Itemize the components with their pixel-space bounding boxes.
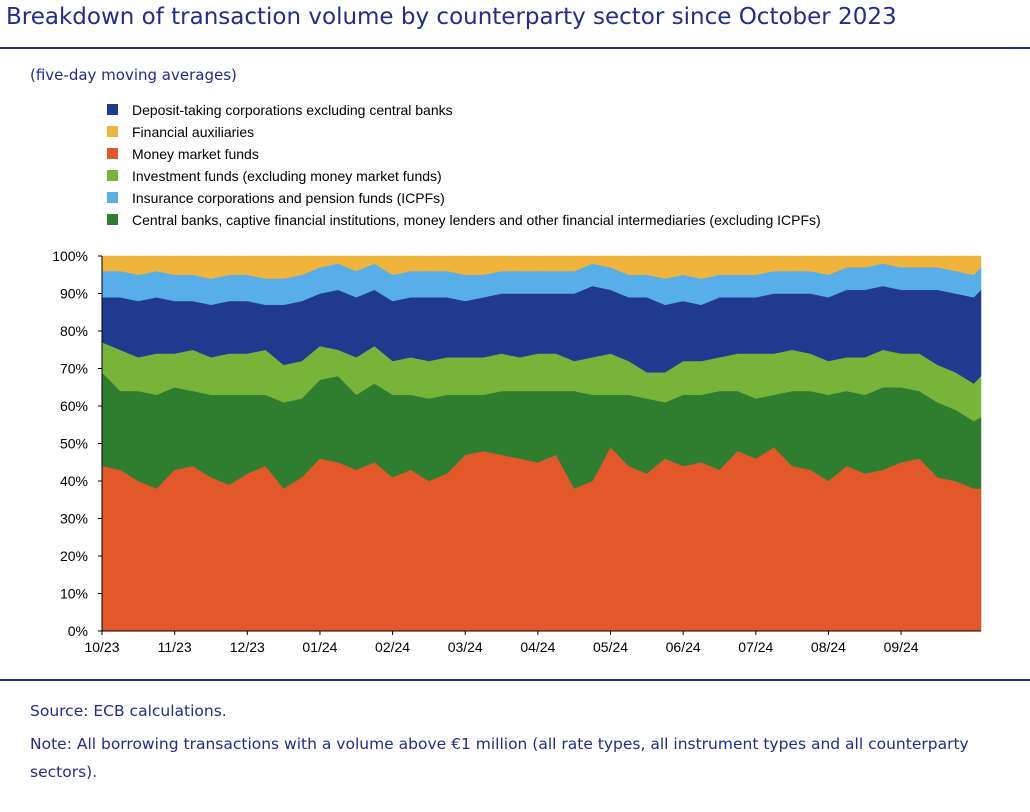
x-tick-label: 08/24 [811,639,846,655]
footer-rule [0,679,1030,681]
x-tick-label: 02/24 [375,639,410,655]
stacked-area-chart: Deposit-taking corporations excluding ce… [52,102,982,655]
source-note: Source: ECB calculations. [30,702,227,720]
x-tick-label: 12/23 [230,639,265,655]
y-tick-label: 80% [60,323,88,339]
legend-swatch [107,148,118,159]
x-tick-label: 09/24 [884,639,919,655]
x-tick-label: 03/24 [448,639,483,655]
legend-label: Investment funds (excluding money market… [132,168,442,184]
page-title: Breakdown of transaction volume by count… [6,4,897,30]
series-area [101,255,982,279]
legend-label: Central banks, captive financial institu… [132,212,821,228]
y-tick-label: 90% [60,286,88,302]
legend-label: Deposit-taking corporations excluding ce… [132,102,453,118]
legend-label: Insurance corporations and pension funds… [132,190,445,206]
chart-subtitle: (five-day moving averages) [30,66,237,84]
x-tick-label: 06/24 [666,639,701,655]
y-tick-label: 70% [60,361,88,377]
chart-legend: Deposit-taking corporations excluding ce… [107,102,821,228]
y-tick-label: 20% [60,548,88,564]
y-axis: 0% 10% 20% 30% 40% 50% 60% 70% 80% 90% 100% [52,248,103,639]
legend-swatch [107,126,118,137]
y-tick-label: 0% [68,623,88,639]
y-tick-label: 40% [60,473,88,489]
x-axis: 10/23 11/23 12/23 01/24 02/24 03/24 04/24 05/24… [84,630,981,655]
legend-swatch [107,214,118,225]
x-tick-label: 04/24 [520,639,555,655]
y-tick-label: 30% [60,511,88,527]
x-tick-label: 05/24 [593,639,628,655]
legend-label: Financial auxiliaries [132,124,254,140]
plot-area [101,255,982,632]
title-rule [0,47,1030,49]
y-tick-label: 100% [52,248,88,264]
x-tick-label: 10/23 [84,639,119,655]
legend-label: Money market funds [132,146,259,162]
y-tick-label: 50% [60,436,88,452]
methodology-note: Note: All borrowing transactions with a … [30,735,969,781]
y-tick-label: 60% [60,398,88,414]
legend-swatch [107,170,118,181]
x-tick-label: 07/24 [738,639,773,655]
legend-swatch [107,104,118,115]
x-tick-label: 01/24 [302,639,337,655]
legend-swatch [107,192,118,203]
y-tick-label: 10% [60,586,88,602]
x-tick-label: 11/23 [158,639,192,655]
